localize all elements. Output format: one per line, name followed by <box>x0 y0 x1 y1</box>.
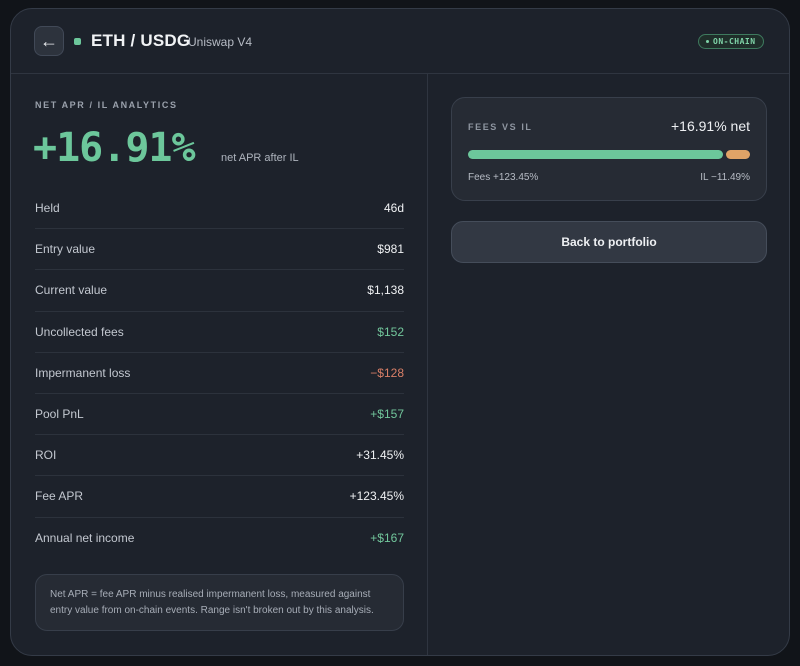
pair-status-dot <box>74 38 81 45</box>
protocol-label: Uniswap V4 <box>188 35 253 49</box>
metric-value: $1,138 <box>367 283 404 298</box>
net-apr-value: +16.91% <box>33 125 196 171</box>
il-label: IL −11.49% <box>700 172 750 183</box>
pair-title: ETH / USDG <box>91 31 191 50</box>
metric-label: Pool PnL <box>35 407 84 422</box>
card-label: FEES VS IL <box>468 122 533 132</box>
metric-value: +$167 <box>370 531 404 546</box>
il-bar <box>726 150 750 159</box>
section-label: NET APR / IL ANALYTICS <box>35 100 178 110</box>
metrics-list: Held 46d Entry value $981 Current value $1,13… <box>35 188 404 559</box>
metric-row: Annual net income +$167 <box>35 518 404 559</box>
metric-row: ROI +31.45% <box>35 435 404 477</box>
card-net-value: +16.91% net <box>670 118 750 134</box>
metric-value: −$128 <box>370 365 404 380</box>
metric-value: +123.45% <box>349 489 404 504</box>
back-button[interactable]: ← <box>34 26 64 56</box>
metric-value: +31.45% <box>356 448 404 463</box>
badge-dot-icon <box>706 40 709 43</box>
metric-value: $152 <box>377 324 404 339</box>
metric-label: ROI <box>35 448 57 463</box>
metric-label: Impermanent loss <box>35 365 131 380</box>
fees-label: Fees +123.45% <box>468 172 539 183</box>
metric-label: Held <box>35 201 60 216</box>
metric-row: Pool PnL +$157 <box>35 394 404 436</box>
metric-label: Uncollected fees <box>35 324 124 339</box>
metric-value: 46d <box>383 201 404 216</box>
back-to-portfolio-button[interactable]: Back to portfolio <box>451 221 767 263</box>
metric-row: Fee APR +123.45% <box>35 476 404 518</box>
metric-row: Current value $1,138 <box>35 270 404 312</box>
arrow-left-icon: ← <box>40 31 58 51</box>
metric-label: Annual net income <box>35 531 135 546</box>
metric-label: Entry value <box>35 242 96 257</box>
metric-row: Impermanent loss −$128 <box>35 353 404 394</box>
panel-divider <box>427 74 428 655</box>
fees-bar <box>468 150 723 159</box>
badge-label: ON-CHAIN <box>713 37 756 46</box>
footnote: Net APR = fee APR minus realised imperma… <box>35 574 404 631</box>
metric-row: Uncollected fees $152 <box>35 312 404 353</box>
metric-value: +$157 <box>370 407 404 422</box>
fees-vs-il-card: FEES VS IL +16.91% net Fees +123.45% IL … <box>451 97 767 201</box>
on-chain-badge: ON-CHAIN <box>698 34 764 49</box>
metric-label: Current value <box>35 283 108 298</box>
metric-row: Held 46d <box>35 188 404 230</box>
metric-label: Fee APR <box>35 489 84 504</box>
analytics-window: ← ETH / USDG Uniswap V4 ON-CHAIN NET APR… <box>10 8 790 656</box>
net-apr-caption: net APR after IL <box>221 152 299 164</box>
metric-row: Entry value $981 <box>35 229 404 271</box>
metric-value: $981 <box>377 242 404 257</box>
header: ← ETH / USDG Uniswap V4 ON-CHAIN <box>11 9 789 74</box>
